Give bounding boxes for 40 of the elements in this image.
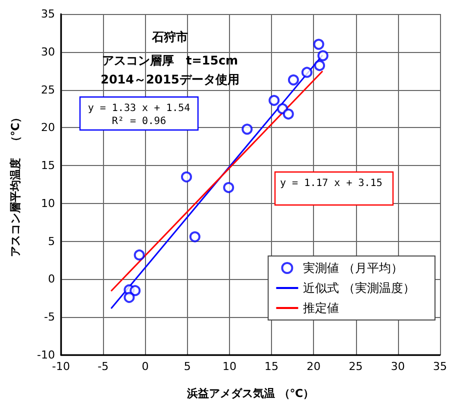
x-tick-label: 25 (348, 360, 363, 373)
x-tick-label: 20 (306, 360, 321, 373)
point (301, 66, 312, 78)
point (282, 108, 294, 120)
point (134, 249, 145, 260)
x-tick-label: 5 (184, 360, 191, 373)
legend-label: 推定値 (303, 301, 340, 315)
point (317, 50, 328, 62)
x-axis-title: 浜益アメダス気温 （℃） (186, 387, 314, 400)
y-tick-label: -5 (44, 310, 55, 324)
point (223, 182, 234, 194)
y-tick-label: 35 (41, 8, 55, 20)
point (288, 74, 299, 86)
x-tick-label: 0 (142, 360, 149, 373)
y-tick-label: 15 (41, 159, 55, 172)
y-tick-label: 25 (41, 83, 55, 96)
y-tick-label: -10 (37, 348, 55, 362)
point (314, 60, 326, 72)
annotation: y = 1.17 x + 3.15 (280, 178, 382, 189)
x-tick-label: -5 (98, 360, 109, 373)
x-tick-label: 10 (222, 360, 236, 373)
legend-label: 実測値 （月平均） (303, 261, 404, 275)
point (124, 292, 135, 303)
point (130, 285, 141, 296)
y-axis-title: アスコン層平均温度 （℃） (9, 112, 22, 258)
legend-label: 近似式 （実測温度） (303, 281, 416, 295)
y-tick-label: 10 (41, 196, 55, 210)
x-tick-label: 30 (390, 360, 405, 373)
point (189, 231, 200, 242)
annotation: y = 1.33 x + 1.54 R² = 0.96 (88, 103, 190, 127)
y-tick-label: 5 (48, 234, 55, 248)
x-tick-label: 15 (264, 360, 279, 373)
point (242, 124, 253, 135)
y-tick-label: 20 (41, 121, 55, 134)
x-tick-label: 35 (433, 360, 447, 373)
y-tick-label: 30 (41, 45, 55, 58)
point (268, 94, 280, 106)
y-tick-label: 0 (48, 272, 55, 286)
point (181, 171, 192, 182)
point (313, 38, 324, 50)
